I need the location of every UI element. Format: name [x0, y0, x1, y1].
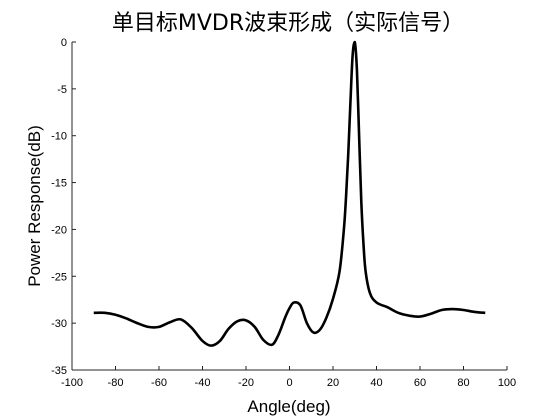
x-tick-label: 100 — [498, 377, 516, 389]
y-tick-label: -5 — [57, 84, 67, 96]
x-tick-label: -40 — [195, 377, 211, 389]
x-ticks: -100 -80 -60 -40 -20 0 20 40 60 80 100 — [61, 366, 516, 389]
y-axis-label: Power Response(dB) — [25, 125, 44, 287]
x-tick-label: 20 — [327, 377, 339, 389]
y-tick-label: -10 — [51, 131, 67, 143]
y-tick-label: 0 — [61, 37, 67, 49]
data-line — [93, 40, 486, 347]
x-tick-label: -100 — [61, 377, 83, 389]
chart-title: 单目标MVDR波束形成（实际信号） — [112, 11, 464, 36]
x-tick-label: -80 — [108, 377, 124, 389]
axes — [71, 42, 507, 371]
y-tick-label: -15 — [51, 178, 67, 190]
x-tick-label: 0 — [286, 377, 292, 389]
x-tick-label: -60 — [151, 377, 167, 389]
x-tick-label: -20 — [238, 377, 254, 389]
y-tick-label: -25 — [51, 271, 67, 283]
x-axis-label: Angle(deg) — [247, 397, 330, 416]
x-tick-label: 80 — [457, 377, 469, 389]
x-tick-label: 60 — [414, 377, 426, 389]
y-tick-label: -20 — [51, 224, 67, 236]
y-ticks: 0 -5 -10 -15 -20 -25 -30 -35 — [51, 37, 76, 377]
x-tick-label: 40 — [370, 377, 382, 389]
y-tick-label: -35 — [51, 365, 67, 377]
y-tick-label: -30 — [51, 318, 67, 330]
